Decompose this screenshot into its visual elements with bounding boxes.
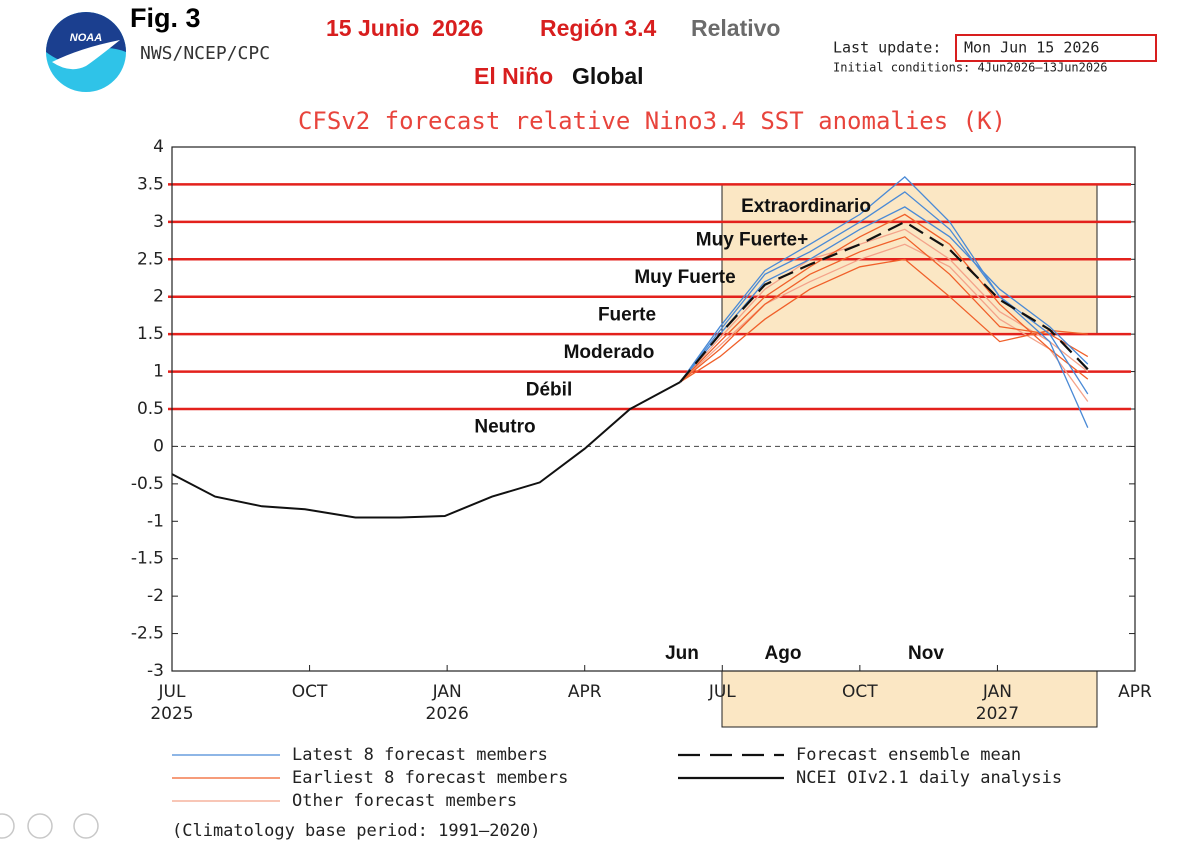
x-tick-year: 2027 <box>976 704 1019 724</box>
intensity-label: Muy Fuerte <box>634 267 735 288</box>
y-tick-label: 3 <box>153 212 164 232</box>
analysis-line <box>171 381 681 519</box>
last-update-box <box>955 34 1157 62</box>
y-tick-label: 2 <box>153 287 164 307</box>
y-tick-label: -1.5 <box>131 549 164 569</box>
intensity-label: Fuerte <box>598 304 656 325</box>
y-tick-label: 2.5 <box>137 249 164 269</box>
legend-label: Other forecast members <box>292 791 517 811</box>
y-tick-label: -0.5 <box>131 474 164 494</box>
y-tick-label: 4 <box>153 137 164 157</box>
mode-heading: Relativo <box>691 15 780 41</box>
y-tick-label: 0.5 <box>137 399 164 419</box>
x-tick-label: JAN <box>432 682 462 702</box>
highlight-box <box>721 670 1098 728</box>
intensity-label: Muy Fuerte+ <box>696 230 808 251</box>
x-tick-year: 2026 <box>426 704 469 724</box>
y-tick-label: 1.5 <box>137 324 164 344</box>
intensity-label: Neutro <box>474 417 535 438</box>
intensity-label: Extraordinario <box>741 196 871 217</box>
legend-label: NCEI OIv2.1 daily analysis <box>796 768 1062 788</box>
last-update: Mon Jun 15 2026 <box>964 39 1099 57</box>
y-tick-label: 3.5 <box>137 174 164 194</box>
legend-label: Earliest 8 forecast members <box>292 768 568 788</box>
x-tick-label: JAN <box>982 682 1012 702</box>
chart-title: CFSv2 forecast relative Nino3.4 SST anom… <box>298 107 1006 135</box>
month-annotation: Ago <box>765 643 802 664</box>
y-tick-label: -3 <box>147 661 164 681</box>
footnote: (Climatology base period: 1991–2020) <box>172 821 540 841</box>
x-tick-year: 2025 <box>150 704 193 724</box>
region-heading: Región 3.4 <box>540 15 657 41</box>
plot-frame <box>171 146 1136 672</box>
x-tick-label: JUL <box>708 682 736 702</box>
intensity-label: Moderado <box>564 342 655 363</box>
y-tick-label: -1 <box>147 511 164 531</box>
legend-label: Forecast ensemble mean <box>796 745 1021 765</box>
figure-label: Fig. 3 <box>130 3 201 33</box>
date-heading: 15 Junio 2026 <box>326 15 483 41</box>
x-tick-label: APR <box>568 682 602 702</box>
x-tick-label: OCT <box>292 682 328 702</box>
legend-label: Latest 8 forecast members <box>292 745 548 765</box>
x-tick-label: OCT <box>842 682 878 702</box>
x-tick-label: APR <box>1118 682 1152 702</box>
logo: NOAA <box>46 12 126 92</box>
y-tick-label: -2.5 <box>131 624 164 644</box>
agency: NWS/NCEP/CPC <box>140 43 270 64</box>
month-annotation: Jun <box>665 643 699 664</box>
viewer-icons <box>0 813 99 839</box>
intensity-label: Débil <box>526 379 572 400</box>
month-annotation: Nov <box>908 643 944 664</box>
scope-heading: Global <box>572 63 644 89</box>
logo-text: NOAA <box>70 32 102 44</box>
initial-conditions: Initial conditions: 4Jun2026–13Jun2026 <box>833 61 1108 75</box>
member-line <box>679 213 1089 383</box>
member-line <box>679 243 1089 402</box>
y-tick-label: -2 <box>147 586 164 606</box>
x-tick-label: JUL <box>158 682 186 702</box>
y-tick-label: 0 <box>153 436 164 456</box>
last-update-label: Last update: <box>833 39 941 57</box>
member-line <box>679 236 1089 383</box>
ensemble-mean-line <box>679 220 1089 383</box>
member-line <box>679 258 1088 383</box>
event-heading: El Niño <box>474 63 553 89</box>
member-line <box>679 176 1089 428</box>
y-tick-label: 1 <box>153 362 164 382</box>
